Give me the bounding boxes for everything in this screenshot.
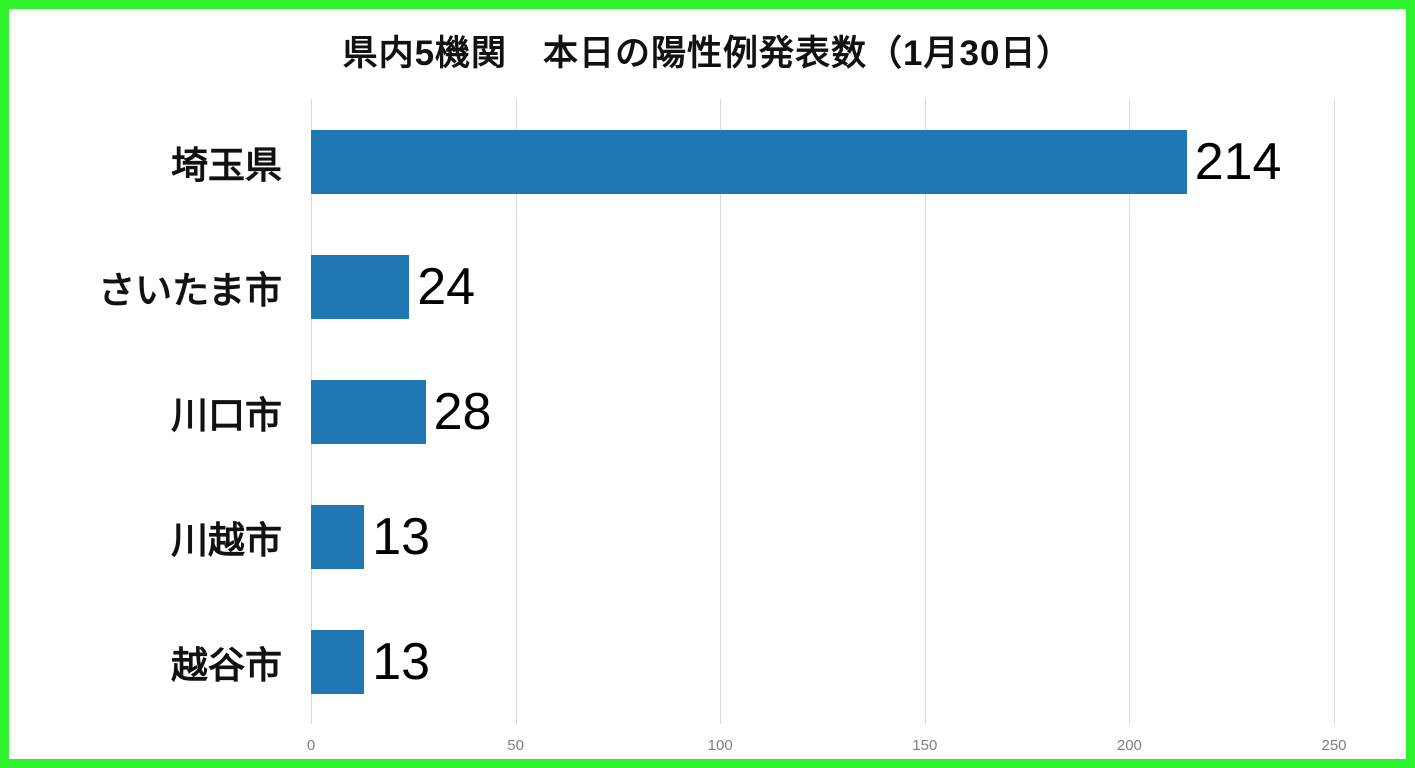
bar bbox=[311, 129, 1187, 194]
x-tick-label: 150 bbox=[912, 737, 938, 754]
bar-row: 13 bbox=[311, 599, 1334, 724]
category-labels: 埼玉県さいたま市川口市川越市越谷市 bbox=[9, 99, 304, 724]
bar-rows: 214 24 28 13 13 bbox=[311, 99, 1334, 724]
bar bbox=[311, 629, 365, 694]
bar bbox=[311, 379, 426, 444]
chart-title: 県内5機関 本日の陽性例発表数（1月30日） bbox=[342, 34, 1073, 73]
category-label: 埼玉県 bbox=[171, 144, 282, 186]
category-label: 川越市 bbox=[171, 519, 282, 561]
x-axis: 0 50 100 150 200 250 bbox=[307, 737, 1347, 759]
bar bbox=[311, 254, 410, 319]
value-label: 13 bbox=[372, 507, 431, 566]
category-label: さいたま市 bbox=[98, 269, 282, 311]
bar-row: 214 bbox=[311, 99, 1334, 224]
plot-area: 214 24 28 13 13 bbox=[311, 99, 1335, 724]
bar-row: 13 bbox=[311, 474, 1334, 599]
x-tick-label: 0 bbox=[306, 737, 316, 754]
bar bbox=[311, 504, 365, 569]
bar-row: 24 bbox=[311, 224, 1334, 349]
x-tick-label: 100 bbox=[707, 737, 733, 754]
value-label: 28 bbox=[433, 382, 492, 441]
category-label: 越谷市 bbox=[171, 644, 282, 686]
x-tick-label: 200 bbox=[1116, 737, 1142, 754]
bar-row: 28 bbox=[311, 349, 1334, 474]
category-label: 川口市 bbox=[171, 394, 282, 436]
value-label: 13 bbox=[372, 632, 431, 691]
x-tick-label: 250 bbox=[1321, 737, 1347, 754]
value-label: 24 bbox=[417, 257, 476, 316]
value-label: 214 bbox=[1194, 132, 1282, 191]
gridline bbox=[1334, 99, 1335, 724]
x-tick-label: 50 bbox=[507, 737, 524, 754]
